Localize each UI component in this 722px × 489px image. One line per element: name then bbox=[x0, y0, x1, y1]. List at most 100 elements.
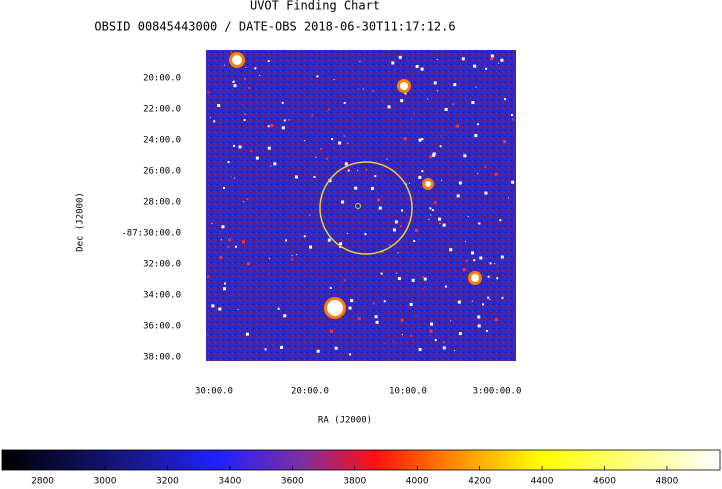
star bbox=[254, 67, 257, 70]
star bbox=[401, 209, 404, 212]
star bbox=[401, 334, 403, 336]
star bbox=[438, 217, 442, 221]
star bbox=[250, 150, 253, 153]
star bbox=[496, 265, 498, 267]
star bbox=[399, 225, 402, 228]
star bbox=[475, 66, 477, 68]
y-tick-label: 34:00.0 bbox=[143, 291, 181, 301]
star bbox=[418, 175, 422, 179]
star bbox=[358, 88, 360, 90]
star bbox=[228, 238, 232, 242]
star bbox=[303, 235, 306, 238]
star bbox=[464, 241, 466, 243]
star bbox=[346, 233, 348, 235]
y-tick-label: 32:00.0 bbox=[143, 260, 181, 270]
star bbox=[264, 348, 267, 351]
star bbox=[215, 309, 217, 311]
star bbox=[333, 147, 335, 149]
star bbox=[371, 89, 374, 92]
star bbox=[309, 245, 313, 249]
colorbar-tick-label: 3200 bbox=[156, 477, 179, 487]
star bbox=[486, 329, 489, 332]
star bbox=[267, 146, 271, 150]
star bbox=[476, 173, 478, 175]
star bbox=[455, 124, 459, 128]
star bbox=[397, 277, 401, 281]
star bbox=[433, 201, 437, 205]
star bbox=[374, 315, 378, 319]
star bbox=[320, 147, 323, 150]
colorbar-tick-label: 4000 bbox=[406, 477, 429, 487]
star bbox=[281, 126, 285, 130]
star bbox=[510, 114, 513, 117]
star bbox=[507, 197, 509, 199]
star bbox=[427, 98, 429, 100]
star bbox=[386, 158, 388, 160]
star bbox=[233, 84, 237, 88]
star bbox=[410, 118, 412, 120]
star bbox=[441, 179, 443, 181]
star bbox=[315, 156, 317, 158]
star bbox=[430, 214, 432, 216]
star bbox=[277, 307, 280, 310]
star bbox=[241, 103, 243, 105]
star bbox=[364, 233, 367, 236]
chart-title: UVOT Finding Chart bbox=[250, 0, 380, 13]
star bbox=[418, 138, 422, 142]
star bbox=[430, 322, 434, 326]
star bbox=[304, 140, 306, 142]
star bbox=[384, 342, 386, 344]
star bbox=[498, 62, 500, 64]
star bbox=[436, 58, 438, 60]
bright-star bbox=[400, 82, 408, 90]
star bbox=[237, 308, 239, 310]
star bbox=[500, 58, 504, 62]
star bbox=[449, 248, 453, 252]
star bbox=[227, 246, 230, 249]
star bbox=[343, 135, 345, 137]
star bbox=[419, 326, 421, 328]
star bbox=[431, 209, 434, 212]
star bbox=[477, 315, 481, 319]
star bbox=[354, 186, 358, 190]
star bbox=[475, 86, 477, 88]
star bbox=[429, 329, 433, 333]
star bbox=[411, 278, 415, 282]
star bbox=[230, 51, 233, 54]
star bbox=[428, 326, 430, 328]
star bbox=[267, 60, 270, 63]
star bbox=[423, 277, 427, 281]
colorbar-tick-label: 2800 bbox=[31, 477, 54, 487]
star bbox=[343, 279, 346, 282]
star bbox=[378, 206, 382, 210]
star bbox=[381, 100, 383, 102]
star bbox=[333, 79, 335, 81]
star bbox=[434, 339, 437, 342]
star bbox=[501, 296, 504, 299]
star bbox=[344, 162, 348, 166]
star bbox=[220, 122, 222, 124]
star bbox=[444, 107, 448, 111]
star bbox=[233, 144, 236, 147]
star bbox=[218, 307, 222, 311]
star bbox=[391, 61, 395, 65]
star bbox=[370, 187, 374, 191]
star bbox=[458, 332, 462, 336]
star bbox=[357, 317, 361, 321]
star bbox=[219, 256, 223, 260]
star bbox=[452, 103, 454, 105]
star bbox=[350, 299, 354, 303]
star bbox=[471, 251, 475, 255]
star bbox=[247, 262, 251, 266]
star bbox=[489, 298, 491, 300]
star bbox=[442, 223, 446, 227]
star bbox=[487, 275, 490, 278]
star bbox=[421, 276, 424, 279]
star bbox=[217, 104, 221, 108]
star bbox=[500, 255, 504, 259]
star bbox=[331, 138, 334, 141]
star bbox=[499, 68, 501, 70]
star bbox=[221, 225, 225, 229]
star bbox=[494, 172, 498, 176]
star bbox=[273, 162, 277, 166]
